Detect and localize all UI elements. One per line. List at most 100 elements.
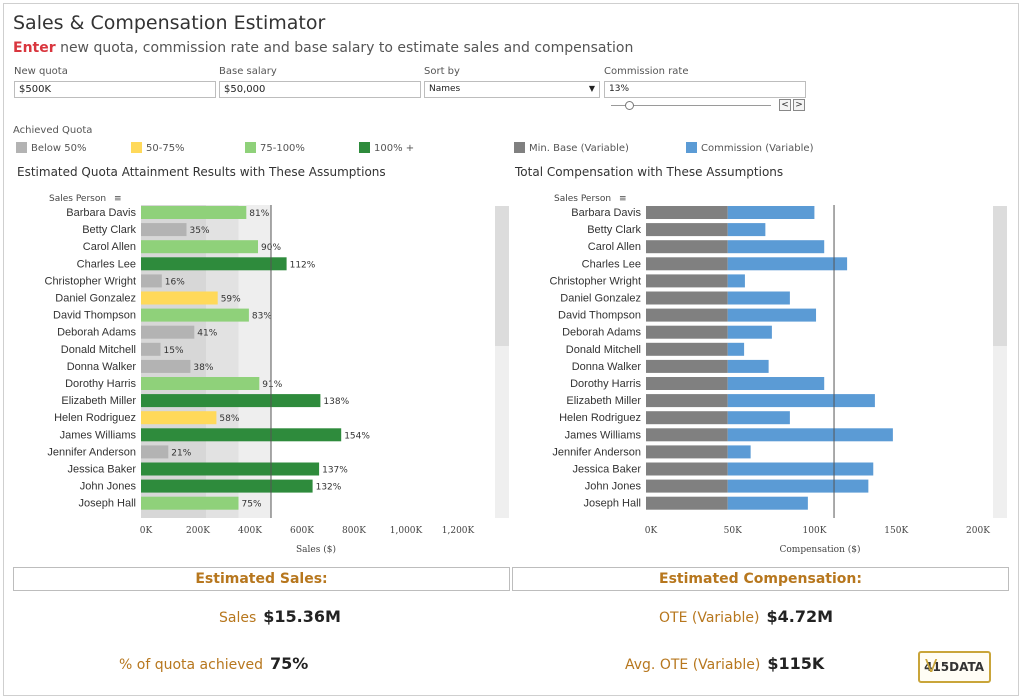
row-label: Deborah Adams — [562, 327, 641, 339]
bar-value-label: 91% — [262, 380, 282, 390]
legend-title: Achieved Quota — [13, 125, 93, 136]
legend-label: 100% + — [374, 143, 415, 154]
sort-icon: ≡ — [619, 194, 627, 204]
commission-bar — [727, 445, 751, 459]
legend-label: 50-75% — [146, 143, 185, 154]
row-label: Betty Clark — [82, 224, 136, 236]
quota-bar — [141, 342, 161, 356]
avg-ote-kpi-value: $115K — [767, 654, 825, 673]
sort-select[interactable]: Names ▼ — [424, 81, 600, 98]
chart-scrollbar-thumb — [495, 206, 509, 346]
legend-label: 75-100% — [260, 143, 305, 154]
legend-item-100plus[interactable]: 100% + — [359, 142, 414, 154]
bar-value-label: 15% — [164, 346, 184, 356]
row-label: Jessica Baker — [573, 464, 642, 476]
bar-value-label: 58% — [219, 414, 239, 424]
row-label: Betty Clark — [587, 224, 641, 236]
row-label: Charles Lee — [77, 258, 136, 270]
estimated-comp-header: Estimated Compensation: — [512, 567, 1009, 591]
dashboard-frame — [3, 3, 1019, 696]
commission-bar — [727, 377, 825, 390]
avg-ote-kpi-label: Avg. OTE (Variable) — [625, 657, 761, 673]
page-subtitle: Enter new quota, commission rate and bas… — [13, 40, 633, 56]
quota-kpi-label: % of quota achieved — [119, 657, 263, 673]
row-label: Donna Walker — [67, 361, 137, 373]
legend-swatch — [131, 142, 142, 153]
x-axis-title: Compensation ($) — [779, 544, 860, 555]
legend-label: Min. Base (Variable) — [529, 143, 629, 154]
bar-value-label: 35% — [190, 226, 210, 236]
logo-mark: V — [925, 656, 938, 677]
x-tick-label: 100K — [803, 526, 827, 536]
sort-label: Sort by — [424, 66, 460, 77]
bar-value-label: 81% — [249, 209, 269, 219]
commission-bar — [727, 308, 817, 322]
subtitle-accent: Enter — [13, 40, 56, 56]
right-chart-title: Total Compensation with These Assumption… — [515, 165, 784, 179]
page-title: Sales & Compensation Estimator — [13, 12, 326, 34]
quota-bar — [141, 291, 218, 305]
legend-item-50-75[interactable]: 50-75% — [131, 142, 185, 154]
base-bar — [646, 325, 728, 339]
row-label: Barbara Davis — [66, 207, 136, 219]
quota-input[interactable]: $500K — [14, 81, 216, 98]
commission-slider[interactable] — [611, 105, 771, 106]
estimated-sales-header: Estimated Sales: — [13, 567, 510, 591]
row-label: Deborah Adams — [57, 327, 136, 339]
ote-kpi-value: $4.72M — [766, 607, 834, 626]
bar-value-label: 138% — [323, 397, 349, 407]
legend-item-below50[interactable]: Below 50% — [16, 142, 87, 154]
commission-label: Commission rate — [604, 66, 689, 77]
row-label: Carol Allen — [83, 241, 136, 253]
row-label: Elizabeth Miller — [566, 395, 641, 407]
x-tick-label: 800K — [342, 526, 366, 536]
commission-bar — [727, 496, 808, 510]
legend-item-75-100[interactable]: 75-100% — [245, 142, 305, 154]
quota-bar — [141, 394, 321, 408]
row-label: John Jones — [80, 481, 137, 493]
sales-kpi-label: Sales — [219, 610, 257, 626]
commission-bar — [727, 462, 874, 476]
quota-bar — [141, 206, 247, 219]
bar-value-label: 154% — [344, 431, 370, 441]
commission-bar — [727, 291, 790, 305]
quota-bar — [141, 411, 217, 425]
x-tick-label: 150K — [884, 526, 908, 536]
x-tick-label: 0K — [645, 526, 658, 536]
commission-bar — [727, 394, 875, 408]
bar-value-label: 38% — [193, 363, 213, 373]
commission-bar — [727, 274, 745, 288]
row-label: Helen Rodriguez — [559, 412, 641, 424]
x-tick-label: 600K — [290, 526, 314, 536]
quota-kpi: % of quota achieved 75% — [119, 654, 308, 673]
compensation-chart: Sales Person ≡ Barbara Davis Betty Clark Car… — [550, 194, 1007, 555]
avg-ote-kpi: Avg. OTE (Variable) $115K — [625, 654, 824, 673]
legend-item-commission[interactable]: Commission (Variable) — [686, 142, 814, 154]
quota-bar — [141, 274, 162, 288]
salary-input[interactable]: $50,000 — [219, 81, 421, 98]
decrement-button[interactable]: < — [779, 99, 791, 111]
base-bar — [646, 496, 728, 510]
salary-label: Base salary — [219, 66, 277, 77]
row-label: Jessica Baker — [68, 464, 137, 476]
quota-bar — [141, 445, 169, 459]
x-axis-title: Sales ($) — [296, 544, 336, 555]
bar-value-label: 41% — [197, 329, 217, 339]
quota-bar — [141, 428, 342, 442]
legend-item-min-base[interactable]: Min. Base (Variable) — [514, 142, 629, 154]
commission-bar — [727, 411, 790, 425]
base-bar — [646, 394, 728, 408]
base-bar — [646, 291, 728, 305]
x-tick-label: 0K — [140, 526, 153, 536]
commission-bar — [727, 342, 745, 356]
commission-slider-thumb[interactable] — [625, 101, 635, 110]
quota-bar — [141, 479, 313, 493]
brand-logo[interactable]: V 415DATA — [918, 651, 991, 683]
commission-input[interactable]: 13% — [604, 81, 806, 98]
increment-button[interactable]: > — [793, 99, 805, 111]
legend-label: Commission (Variable) — [701, 143, 814, 154]
base-bar — [646, 206, 728, 219]
bar-value-label: 16% — [165, 277, 185, 287]
row-label: Daniel Gonzalez — [560, 293, 641, 305]
row-label: Elizabeth Miller — [61, 395, 136, 407]
